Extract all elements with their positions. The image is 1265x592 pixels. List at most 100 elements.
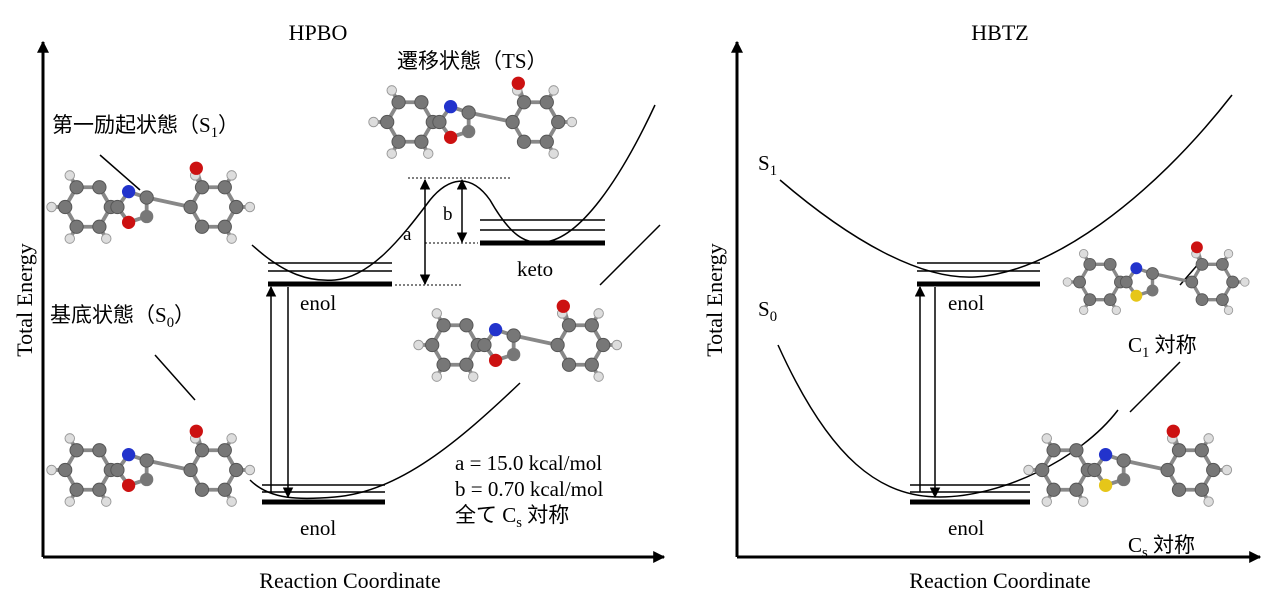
state-label-part: 第一励起状態（S <box>52 113 211 137</box>
state-label-part: ） <box>174 303 195 327</box>
atom <box>517 96 530 109</box>
state-label: S0 <box>758 297 777 325</box>
y-axis-label: Total Energy <box>12 243 37 357</box>
atom <box>415 96 428 109</box>
atom <box>1079 306 1088 315</box>
molecule <box>1063 241 1249 314</box>
atom <box>93 444 106 457</box>
atom <box>195 483 208 496</box>
atom <box>551 338 564 351</box>
atom <box>594 372 604 382</box>
atom <box>414 340 424 350</box>
atom <box>460 319 473 332</box>
atom <box>227 434 237 444</box>
atom <box>1099 479 1112 492</box>
atom <box>1063 278 1072 287</box>
atom <box>512 77 525 90</box>
atom <box>1042 434 1052 444</box>
atom <box>227 234 237 244</box>
atom <box>70 220 83 233</box>
atom <box>1104 258 1116 270</box>
molecule <box>414 300 622 382</box>
atom <box>1216 258 1228 270</box>
atom <box>218 220 231 233</box>
state-label-part: 基底状態（S <box>50 303 167 327</box>
atom <box>552 115 565 128</box>
atom <box>230 463 243 476</box>
atom <box>1204 497 1214 507</box>
atom <box>585 319 598 332</box>
atom <box>433 115 446 128</box>
atom <box>444 100 457 113</box>
diagram: HPBO Total Energy Reaction Coordinate 第一励起状… <box>0 0 1265 592</box>
atom <box>245 202 255 212</box>
symmetry-label-part: C <box>1128 533 1142 557</box>
x-axis-label: Reaction Coordinate <box>909 568 1090 592</box>
atom <box>93 483 106 496</box>
atom <box>444 131 457 144</box>
atom <box>1074 276 1086 288</box>
atom <box>1047 483 1060 496</box>
state-label: 基底状態（S0） <box>50 303 195 331</box>
atom <box>65 171 75 181</box>
molecule <box>1024 425 1232 507</box>
state-label-part: 0 <box>770 309 777 325</box>
atom <box>1224 249 1233 258</box>
atom <box>140 210 153 223</box>
atom <box>1222 465 1232 475</box>
atom <box>369 117 379 127</box>
state-label-part: S <box>758 151 770 175</box>
atom <box>387 86 397 96</box>
atom <box>594 309 604 319</box>
atom <box>540 135 553 148</box>
atom <box>1172 483 1185 496</box>
atom <box>387 149 397 159</box>
atom <box>1204 434 1214 444</box>
atom <box>218 181 231 194</box>
atom <box>597 338 610 351</box>
molecules <box>47 77 1249 507</box>
atom <box>1147 285 1159 297</box>
atom <box>93 181 106 194</box>
atom <box>1084 258 1096 270</box>
state-label-part: 遷移状態（TS） <box>397 49 548 73</box>
atom <box>1117 454 1130 467</box>
atom <box>507 348 520 361</box>
note: 全て Cs 対称 <box>455 503 569 531</box>
atom <box>65 234 75 244</box>
state-label-part: 1 <box>211 125 218 141</box>
atom <box>1070 444 1083 457</box>
transition-arrows <box>271 178 935 497</box>
atom <box>1195 483 1208 496</box>
atom <box>65 497 75 507</box>
atom <box>1196 294 1208 306</box>
atom <box>1099 448 1112 461</box>
atom <box>190 425 203 438</box>
atom <box>478 338 491 351</box>
atom <box>47 202 57 212</box>
atom <box>140 454 153 467</box>
atom <box>1130 262 1142 274</box>
atom <box>230 200 243 213</box>
atom <box>1130 290 1142 302</box>
atom <box>507 329 520 342</box>
atom <box>462 106 475 119</box>
atom <box>65 434 75 444</box>
level-label: keto <box>517 257 553 281</box>
atom <box>517 135 530 148</box>
molecule <box>369 77 577 159</box>
atom <box>190 162 203 175</box>
atom <box>1047 444 1060 457</box>
atom <box>245 465 255 475</box>
molecule <box>47 425 255 507</box>
atom <box>122 216 135 229</box>
atom <box>140 473 153 486</box>
symmetry-label: C1 対称 <box>1128 333 1197 361</box>
state-label-part: 0 <box>167 315 174 331</box>
panel-title: HPBO <box>289 20 348 45</box>
symmetry-label-part: 対称 <box>1148 533 1195 557</box>
atom <box>437 358 450 371</box>
atom <box>460 358 473 371</box>
atom <box>549 86 559 96</box>
symmetry-label: Cs 対称 <box>1128 533 1195 561</box>
